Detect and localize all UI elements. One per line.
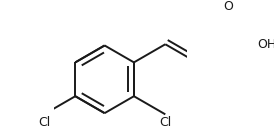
Text: Cl: Cl (38, 116, 50, 129)
Text: O: O (223, 0, 233, 13)
Text: Cl: Cl (159, 116, 172, 129)
Text: OH: OH (257, 38, 274, 51)
